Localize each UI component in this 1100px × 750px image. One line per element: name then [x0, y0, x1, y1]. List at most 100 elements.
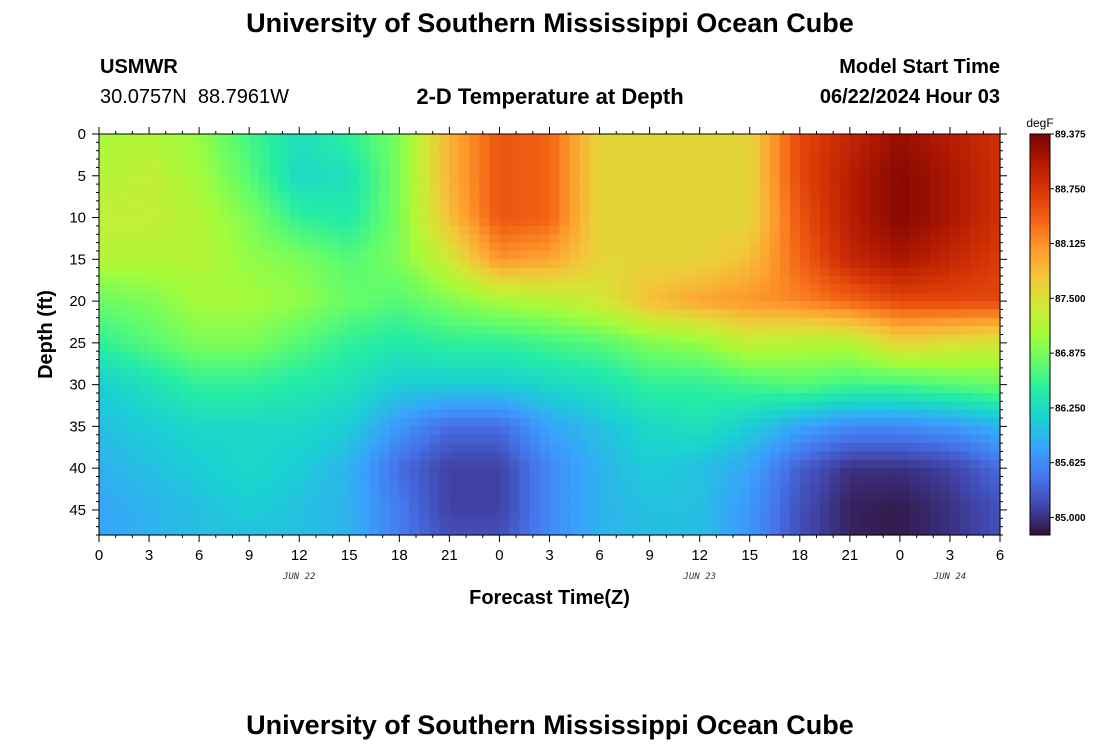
heatmap-cell: [549, 434, 561, 444]
heatmap-cell: [159, 250, 170, 260]
heatmap-cell: [559, 459, 571, 469]
heatmap-cell: [389, 334, 400, 344]
heatmap-cell: [939, 159, 951, 169]
heatmap-cell: [809, 217, 821, 227]
heatmap-cell: [979, 284, 991, 294]
heatmap-cell: [139, 443, 150, 453]
heatmap-cell: [919, 451, 931, 461]
heatmap-cell: [479, 384, 491, 394]
heatmap-cell: [509, 284, 521, 294]
heatmap-cell: [419, 518, 430, 528]
heatmap-cell: [979, 250, 991, 260]
heatmap-cell: [149, 459, 160, 469]
heatmap-cell: [239, 134, 250, 143]
heatmap-cell: [549, 250, 561, 260]
heatmap-cell: [779, 509, 791, 519]
heatmap-cell: [199, 309, 210, 319]
heatmap-cell: [679, 367, 691, 377]
heatmap-cell: [689, 159, 701, 169]
heatmap-cell: [469, 134, 481, 143]
heatmap-cell: [909, 217, 921, 227]
heatmap-cell: [639, 301, 651, 311]
heatmap-cell: [589, 267, 601, 277]
heatmap-cell: [789, 142, 801, 152]
heatmap-cell: [519, 301, 531, 311]
heatmap-cell: [679, 351, 691, 361]
heatmap-cell: [879, 217, 891, 227]
heatmap-cell: [99, 426, 110, 436]
x-tick-label: 9: [245, 547, 253, 564]
heatmap-cell: [229, 192, 240, 202]
heatmap-cell: [919, 209, 931, 219]
heatmap-cell: [799, 351, 811, 361]
heatmap-cell: [429, 476, 440, 486]
heatmap-cell: [909, 493, 921, 503]
heatmap-cell: [169, 317, 180, 327]
heatmap-cell: [179, 292, 190, 302]
heatmap-cell: [669, 367, 681, 377]
heatmap-cell: [759, 142, 771, 152]
heatmap-cell: [299, 401, 310, 411]
heatmap-cell: [179, 242, 190, 252]
heatmap-cell: [219, 359, 230, 369]
heatmap-cell: [109, 175, 120, 185]
heatmap-cell: [469, 142, 481, 152]
heatmap-cell: [919, 376, 931, 386]
heatmap-cell: [989, 301, 1001, 311]
heatmap-cell: [439, 351, 450, 361]
heatmap-cell: [339, 284, 350, 294]
heatmap-cell: [629, 443, 641, 453]
heatmap-cell: [629, 200, 641, 210]
heatmap-cell: [149, 134, 160, 143]
heatmap-cell: [309, 150, 320, 160]
heatmap-cell: [579, 242, 591, 252]
heatmap-cell: [329, 493, 340, 503]
heatmap-cell: [939, 484, 951, 494]
heatmap-cell: [909, 484, 921, 494]
heatmap-cell: [529, 468, 541, 478]
heatmap-cell: [669, 242, 681, 252]
heatmap-cell: [389, 292, 400, 302]
heatmap-cell: [609, 250, 621, 260]
heatmap-cell: [979, 418, 991, 427]
heatmap-cell: [339, 192, 350, 202]
heatmap-cell: [359, 451, 370, 461]
heatmap-cell: [499, 501, 511, 511]
heatmap-cell: [889, 501, 901, 511]
heatmap-cell: [739, 418, 751, 427]
heatmap-cell: [629, 242, 641, 252]
heatmap-cell: [819, 309, 831, 319]
heatmap-cell: [489, 526, 501, 536]
heatmap-cell: [109, 401, 120, 411]
heatmap-cell: [299, 150, 310, 160]
heatmap-cell: [269, 443, 280, 453]
heatmap-cell: [759, 418, 771, 427]
heatmap-cell: [839, 184, 851, 194]
heatmap-cell: [709, 301, 721, 311]
heatmap-cell: [889, 250, 901, 260]
heatmap-cell: [589, 192, 601, 202]
heatmap-cell: [819, 518, 831, 528]
heatmap-cell: [319, 234, 330, 244]
heatmap-cell: [949, 501, 961, 511]
heatmap-cell: [239, 167, 250, 177]
heatmap-cell: [679, 242, 691, 252]
heatmap-cell: [209, 284, 220, 294]
heatmap-cell: [639, 192, 651, 202]
heatmap-cell: [229, 451, 240, 461]
heatmap-cell: [789, 518, 801, 528]
heatmap-cell: [459, 267, 471, 277]
heatmap-cell: [369, 359, 380, 369]
heatmap-cell: [899, 326, 911, 336]
heatmap-cell: [489, 351, 501, 361]
heatmap-cell: [639, 267, 651, 277]
heatmap-cell: [989, 443, 1001, 453]
heatmap-cell: [619, 292, 631, 302]
heatmap-cell: [439, 342, 450, 352]
heatmap-cell: [479, 367, 491, 377]
heatmap-cell: [489, 451, 501, 461]
heatmap-cell: [949, 351, 961, 361]
heatmap-cell: [149, 259, 160, 269]
heatmap-cell: [279, 150, 290, 160]
heatmap-cell: [339, 451, 350, 461]
